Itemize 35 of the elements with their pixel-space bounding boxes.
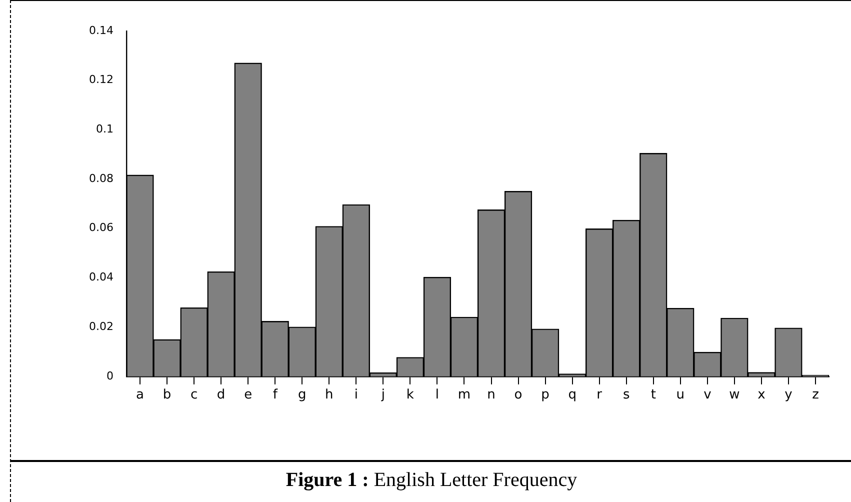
y-tick-label: 0.14 [88,24,114,37]
x-tick-label: s [622,388,630,403]
x-tick-label: d [216,388,226,403]
x-tick-label: n [487,388,496,403]
x-tick-label: o [514,388,522,403]
x-tick-label: c [190,388,198,403]
y-tick-label: 0.04 [88,270,114,284]
x-tick-label: w [729,388,740,403]
x-tick-label: y [784,388,793,403]
y-tick-label: 0.06 [88,221,114,234]
y-tick-label: 0.02 [88,320,114,333]
x-tick-label: m [458,388,471,403]
x-tick-label: f [272,388,278,403]
y-tick-label: 0.08 [88,172,114,185]
y-tick-label: 0.1 [96,122,114,136]
x-tick-label: z [812,388,820,403]
x-tick-label: g [298,388,306,403]
text: Figure 1 : English Letter Frequency [286,469,578,491]
x-tick-label: x [758,388,766,403]
x-tick-label: l [435,388,440,403]
x-tick-label: k [406,388,414,403]
x-tick-label: v [704,388,712,403]
x-tick-label: q [568,388,576,403]
x-tick-label: p [541,388,550,403]
x-tick-label: r [596,388,603,403]
x-tick-label: u [676,388,685,403]
x-tick-label: j [380,388,385,403]
x-tick-label: h [325,388,334,403]
y-tick-label: 0.12 [88,73,114,86]
x-tick-label: e [244,388,252,403]
x-tick-label: i [354,388,358,403]
x-tick-label: t [650,388,656,403]
x-tick-label: b [162,388,172,403]
x-tick-label: a [136,388,144,403]
y-tick-label: 0 [106,369,114,382]
